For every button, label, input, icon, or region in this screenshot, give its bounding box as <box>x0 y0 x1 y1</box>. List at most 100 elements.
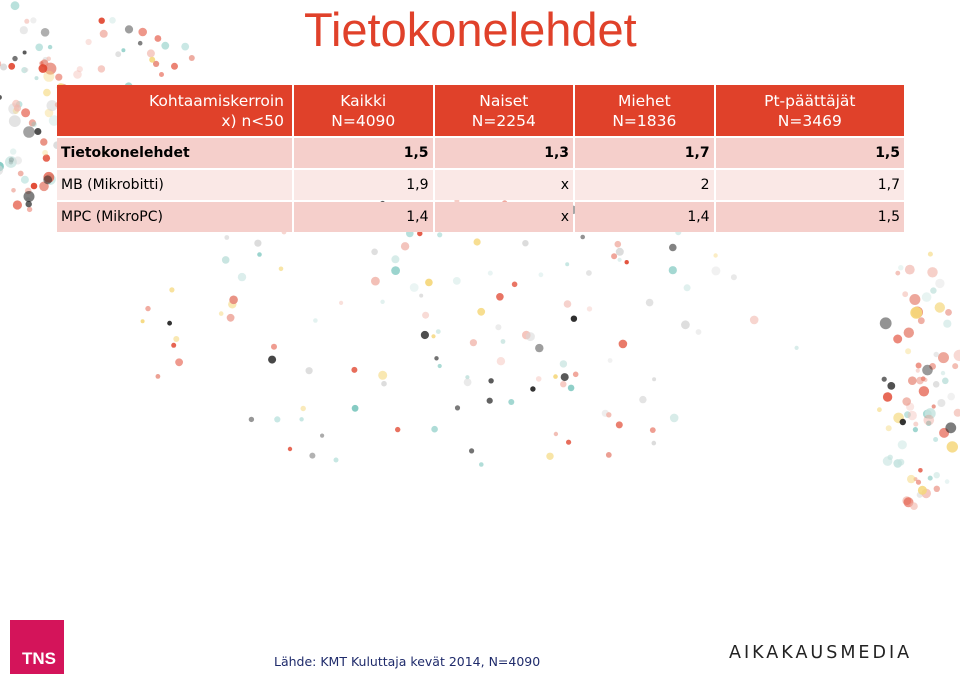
confetti-dot <box>522 240 529 247</box>
confetti-dot <box>904 411 911 419</box>
confetti-dot <box>930 287 937 294</box>
confetti-dot <box>580 234 585 240</box>
confetti-dot <box>35 43 43 52</box>
confetti-dot <box>465 375 470 380</box>
header-naiset: Naiset N=2254 <box>434 85 574 136</box>
confetti-dot <box>559 360 568 368</box>
confetti-dot <box>248 416 255 423</box>
confetti-dot <box>42 149 48 156</box>
confetti-dot <box>924 408 936 419</box>
confetti-dot <box>435 329 441 334</box>
confetti-dot <box>8 62 16 70</box>
confetti-dot <box>299 417 304 422</box>
cell-pt-paattajat: 1,5 <box>715 202 904 232</box>
confetti-dot <box>931 404 936 409</box>
confetti-dot <box>915 479 922 485</box>
confetti-dot <box>237 272 247 282</box>
confetti-dot <box>624 260 629 265</box>
confetti-dot <box>488 378 494 384</box>
confetti-dot <box>434 356 439 361</box>
confetti-dot <box>10 1 20 11</box>
confetti-dot <box>933 485 940 492</box>
confetti-dot <box>923 414 935 426</box>
confetti-dot <box>586 270 592 276</box>
confetti-dot <box>713 253 718 258</box>
confetti-dot <box>917 485 927 495</box>
confetti-dot <box>154 35 162 42</box>
confetti-dot <box>0 60 2 67</box>
confetti-dot <box>915 368 920 373</box>
confetti-dot <box>553 374 558 379</box>
confetti-dot <box>882 392 893 402</box>
confetti-dot <box>409 283 419 292</box>
confetti-dot <box>0 165 4 175</box>
confetti-dot <box>902 397 911 406</box>
confetti-dot <box>530 386 536 392</box>
confetti-dot <box>487 270 493 276</box>
confetti-dot <box>11 188 16 193</box>
confetti-dot <box>910 306 923 319</box>
confetti-dot <box>563 300 572 308</box>
confetti-dot <box>30 182 38 190</box>
confetti-dot <box>226 313 235 322</box>
confetti-dot <box>618 339 628 349</box>
confetti-dot <box>681 320 690 330</box>
confetti-dot <box>945 309 952 316</box>
confetti-dot <box>933 437 939 442</box>
confetti-dot <box>887 454 893 460</box>
cell-naiset: x <box>434 170 574 200</box>
confetti-dot <box>897 440 907 450</box>
confetti-dot <box>43 88 51 97</box>
confetti-dot <box>12 55 18 62</box>
confetti-dot <box>425 278 433 287</box>
confetti-dot <box>508 399 515 405</box>
confetti-dot <box>224 235 230 240</box>
confetti-dot <box>40 28 50 37</box>
confetti-dot <box>43 70 55 82</box>
confetti-dot <box>560 373 569 382</box>
confetti-dot <box>155 374 161 379</box>
confetti-dot <box>175 358 184 367</box>
confetti-dot <box>915 362 922 369</box>
confetti-dot <box>161 41 170 50</box>
confetti-dot <box>25 200 32 208</box>
confetti-dot <box>0 63 8 71</box>
confetti-dot <box>639 395 647 404</box>
data-table: Kohtaamiskerroin x) n<50 Kaikki N=4090 N… <box>55 83 906 234</box>
confetti-dot <box>926 420 932 426</box>
confetti-dot <box>940 370 946 376</box>
confetti-dot <box>47 44 53 50</box>
confetti-dot <box>121 48 126 53</box>
confetti-dot <box>945 422 957 434</box>
confetti-dot <box>278 266 284 272</box>
confetti-dot <box>907 410 917 421</box>
table-row: MPC (MikroPC) 1,4 x 1,4 1,5 <box>57 202 904 232</box>
confetti-dot <box>614 240 622 248</box>
confetti-dot <box>669 413 679 423</box>
confetti-dot <box>431 334 436 339</box>
cell-kaikki: 1,4 <box>294 202 433 232</box>
confetti-dot <box>76 66 83 73</box>
confetti-dot <box>309 452 316 459</box>
confetti-dot <box>469 448 475 454</box>
confetti-dot <box>305 367 313 375</box>
confetti-dot <box>645 298 654 307</box>
confetti-dot <box>73 70 82 79</box>
confetti-dot <box>496 357 506 366</box>
confetti-dot <box>13 156 22 165</box>
confetti-dot <box>24 67 29 72</box>
confetti-dot <box>145 305 151 312</box>
confetti-dot <box>920 376 926 382</box>
confetti-dot <box>0 94 2 100</box>
confetti-dot <box>898 265 904 271</box>
confetti-dot <box>525 332 535 342</box>
confetti-dot <box>431 425 438 433</box>
row-label: MPC (MikroPC) <box>57 202 292 232</box>
confetti-dot <box>922 364 933 376</box>
confetti-dot <box>486 397 493 404</box>
confetti-dot <box>97 65 106 73</box>
confetti-dot <box>903 327 914 338</box>
confetti-dot <box>946 441 958 453</box>
confetti-dot <box>899 418 906 426</box>
confetti-dot <box>570 315 578 322</box>
